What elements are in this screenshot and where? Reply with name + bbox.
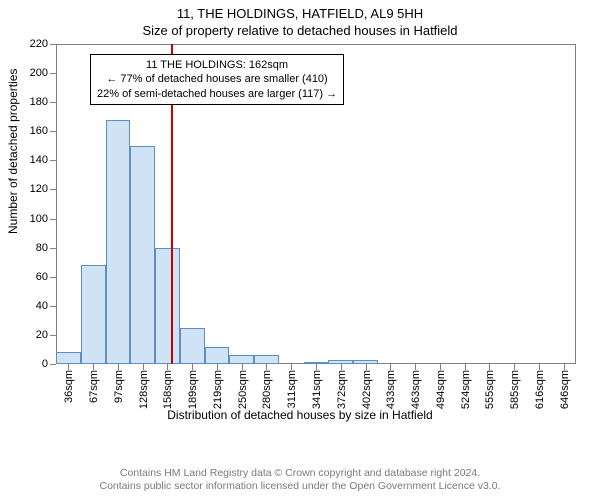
x-tick-label: 616sqm	[532, 370, 546, 409]
x-tick-label: 463sqm	[408, 370, 422, 409]
y-tick-label: 40	[36, 300, 56, 312]
x-axis-label: Distribution of detached houses by size …	[0, 408, 600, 422]
x-tick-label: 433sqm	[383, 370, 397, 409]
histogram-bar	[155, 248, 180, 364]
y-axis-label: Number of detached properties	[6, 69, 20, 234]
histogram-bar	[106, 120, 131, 364]
y-tick-label: 220	[30, 38, 56, 50]
histogram-bar	[254, 355, 279, 364]
y-tick-label: 60	[36, 271, 56, 283]
x-tick-label: 646sqm	[557, 370, 571, 409]
x-tick-label: 219sqm	[210, 370, 224, 409]
x-tick-label: 250sqm	[235, 370, 249, 409]
axis-top	[56, 44, 576, 45]
histogram-bar	[56, 352, 81, 364]
x-tick-label: 97sqm	[111, 370, 125, 403]
plot-area: 02040608010012014016018020022036sqm67sqm…	[56, 44, 576, 364]
histogram-bar	[130, 146, 155, 364]
histogram-bar	[328, 360, 353, 364]
x-tick-label: 555sqm	[482, 370, 496, 409]
copyright-line-1: Contains HM Land Registry data © Crown c…	[0, 467, 600, 481]
x-tick-label: 128sqm	[136, 370, 150, 409]
y-tick-label: 20	[36, 329, 56, 341]
annotation-line-1: 11 THE HOLDINGS: 162sqm	[97, 58, 337, 72]
x-tick-label: 524sqm	[458, 370, 472, 409]
x-tick-label: 36sqm	[61, 370, 75, 403]
x-tick-label: 341sqm	[309, 370, 323, 409]
y-tick-label: 200	[30, 67, 56, 79]
histogram-bar	[353, 360, 378, 364]
y-tick-label: 120	[30, 183, 56, 195]
x-tick-label: 402sqm	[359, 370, 373, 409]
x-tick-label: 585sqm	[507, 370, 521, 409]
copyright-notice: Contains HM Land Registry data © Crown c…	[0, 467, 600, 494]
x-tick-label: 280sqm	[259, 370, 273, 409]
x-tick-label: 372sqm	[334, 370, 348, 409]
annotation-box: 11 THE HOLDINGS: 162sqm← 77% of detached…	[90, 54, 344, 105]
chart-title-sub: Size of property relative to detached ho…	[0, 21, 600, 38]
chart-container: Number of detached properties 0204060801…	[0, 44, 600, 424]
x-tick-label: 158sqm	[160, 370, 174, 409]
y-tick-label: 180	[30, 96, 56, 108]
annotation-line-2: ← 77% of detached houses are smaller (41…	[97, 72, 337, 86]
histogram-bar	[205, 347, 230, 364]
y-tick-label: 0	[42, 358, 56, 370]
histogram-bar	[229, 355, 254, 364]
histogram-bar	[304, 362, 329, 364]
chart-title-main: 11, THE HOLDINGS, HATFIELD, AL9 5HH	[0, 0, 600, 21]
copyright-line-2: Contains public sector information licen…	[0, 480, 600, 494]
x-tick-label: 311sqm	[284, 370, 298, 408]
y-tick-label: 160	[30, 125, 56, 137]
x-tick-label: 67sqm	[86, 370, 100, 403]
y-tick-label: 100	[30, 213, 56, 225]
histogram-bar	[180, 328, 205, 364]
y-tick-label: 80	[36, 242, 56, 254]
axis-right	[575, 44, 576, 364]
x-tick-label: 189sqm	[185, 370, 199, 409]
x-tick-label: 494sqm	[433, 370, 447, 409]
y-axis	[56, 44, 57, 364]
annotation-line-3: 22% of semi-detached houses are larger (…	[97, 87, 337, 101]
y-tick-label: 140	[30, 154, 56, 166]
histogram-bar	[81, 265, 106, 364]
